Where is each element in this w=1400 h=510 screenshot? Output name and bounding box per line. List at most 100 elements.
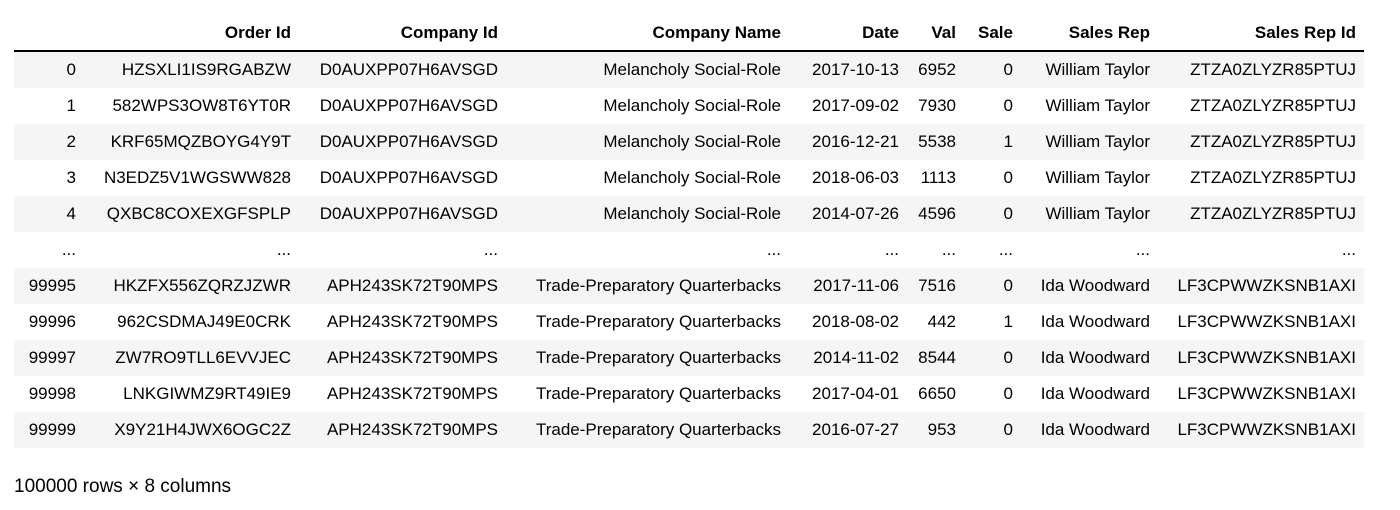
cell-val: 953 xyxy=(907,412,964,448)
cell-date: 2016-12-21 xyxy=(789,124,907,160)
row-index: 99995 xyxy=(14,268,84,304)
row-index: 99999 xyxy=(14,412,84,448)
cell-sale: 0 xyxy=(964,268,1021,304)
table-row: 99996 962CSDMAJ49E0CRK APH243SK72T90MPS Tra… xyxy=(14,304,1364,340)
cell-sale: 1 xyxy=(964,124,1021,160)
cell-date: 2018-08-02 xyxy=(812,312,899,331)
cell-company-id: D0AUXPP07H6AVSGD xyxy=(319,168,498,187)
cell-val: 7516 xyxy=(907,268,964,304)
cell-company-id: APH243SK72T90MPS xyxy=(299,412,506,448)
cell-company-id: D0AUXPP07H6AVSGD xyxy=(319,96,498,115)
header-row: Order Id Company Id Company Name Date Va… xyxy=(14,16,1364,52)
cell-order-id: LNKGIWMZ9RT49IE9 xyxy=(123,384,291,403)
cell-val: 1113 xyxy=(920,168,956,187)
cell-sales-rep: William Taylor xyxy=(1021,51,1158,88)
cell-company-id: D0AUXPP07H6AVSGD xyxy=(299,51,506,88)
cell-sales-rep: Ida Woodward xyxy=(1021,412,1158,448)
column-header-sales-rep: Sales Rep xyxy=(1021,16,1158,52)
column-header-sales-rep-id: Sales Rep Id xyxy=(1158,16,1364,52)
cell-company-name: Melancholy Social-Role xyxy=(603,168,781,187)
cell-sale: 0 xyxy=(1003,168,1013,187)
cell-date: 2017-04-01 xyxy=(812,384,899,403)
cell-val: ... xyxy=(941,240,956,259)
row-index: 99998 xyxy=(28,384,76,403)
cell-sale: 0 xyxy=(964,340,1021,376)
cell-date: 2018-06-03 xyxy=(812,168,899,187)
cell-sales-rep-id: LF3CPWWZKSNB1AXI xyxy=(1158,412,1364,448)
column-header-company-name: Company Name xyxy=(506,16,789,52)
cell-val: 6650 xyxy=(918,384,956,403)
row-index: ... xyxy=(61,240,76,259)
cell-sales-rep-id: LF3CPWWZKSNB1AXI xyxy=(1158,268,1364,304)
cell-order-id: 962CSDMAJ49E0CRK xyxy=(117,312,291,331)
table-row: 99999 X9Y21H4JWX6OGC2Z APH243SK72T90MPS Tra… xyxy=(14,412,1364,448)
table-row: 99995 HKZFX556ZQRZJZWR APH243SK72T90MPS Tra… xyxy=(14,268,1364,304)
cell-sale: ... xyxy=(998,240,1013,259)
cell-sales-rep-id: ZTZA0ZLYZR85PTUJ xyxy=(1158,51,1364,88)
cell-order-id: QXBC8COXEXGFSPLP xyxy=(84,196,299,232)
dataframe-shape-label: 100000 rows × 8 columns xyxy=(14,476,232,497)
cell-order-id: ... xyxy=(276,240,291,259)
cell-company-name: Melancholy Social-Role xyxy=(506,196,789,232)
cell-sales-rep: William Taylor xyxy=(1021,124,1158,160)
cell-sale: 0 xyxy=(1003,384,1013,403)
cell-sales-rep-id: ZTZA0ZLYZR85PTUJ xyxy=(1190,96,1356,115)
cell-val: 7930 xyxy=(918,96,956,115)
cell-date: 2017-10-13 xyxy=(789,51,907,88)
cell-sales-rep: ... xyxy=(1135,240,1150,259)
cell-company-name: Trade-Preparatory Quarterbacks xyxy=(506,340,789,376)
cell-company-name: Trade-Preparatory Quarterbacks xyxy=(506,268,789,304)
cell-order-id: X9Y21H4JWX6OGC2Z xyxy=(84,412,299,448)
cell-sale: 0 xyxy=(964,196,1021,232)
cell-order-id: N3EDZ5V1WGSWW828 xyxy=(103,168,291,187)
cell-val: 8544 xyxy=(907,340,964,376)
cell-company-id: APH243SK72T90MPS xyxy=(326,312,498,331)
table-row: 2 KRF65MQZBOYG4Y9T D0AUXPP07H6AVSGD Melanch… xyxy=(14,124,1364,160)
row-index: 0 xyxy=(14,51,84,88)
cell-sales-rep-id: LF3CPWWZKSNB1AXI xyxy=(1158,340,1364,376)
row-index: 1 xyxy=(66,96,76,115)
dataframe-table: Order Id Company Id Company Name Date Va… xyxy=(14,16,1364,448)
cell-sales-rep: Ida Woodward xyxy=(1021,268,1158,304)
ellipsis-row: ........................... xyxy=(14,232,1364,268)
index-header xyxy=(14,16,84,52)
cell-order-id: KRF65MQZBOYG4Y9T xyxy=(84,124,299,160)
cell-company-id: ... xyxy=(483,240,498,259)
cell-company-id: D0AUXPP07H6AVSGD xyxy=(299,196,506,232)
cell-sales-rep-id: LF3CPWWZKSNB1AXI xyxy=(1177,312,1356,331)
table-row: 0 HZSXLI1IS9RGABZW D0AUXPP07H6AVSGD Melanch… xyxy=(14,51,1364,88)
table-row: 99997 ZW7RO9TLL6EVVJEC APH243SK72T90MPS Tra… xyxy=(14,340,1364,376)
cell-date: ... xyxy=(884,240,899,259)
row-index: 3 xyxy=(66,168,76,187)
cell-sales-rep-id: ZTZA0ZLYZR85PTUJ xyxy=(1158,124,1364,160)
column-header-order-id: Order Id xyxy=(84,16,299,52)
cell-sale: 0 xyxy=(964,51,1021,88)
cell-company-name: ... xyxy=(766,240,781,259)
cell-company-name: Melancholy Social-Role xyxy=(603,96,781,115)
cell-order-id: HZSXLI1IS9RGABZW xyxy=(84,51,299,88)
column-header-company-id: Company Id xyxy=(299,16,506,52)
cell-sales-rep: William Taylor xyxy=(1045,168,1150,187)
column-header-sale: Sale xyxy=(964,16,1021,52)
cell-date: 2014-07-26 xyxy=(789,196,907,232)
cell-company-name: Trade-Preparatory Quarterbacks xyxy=(506,412,789,448)
table-row: 3 N3EDZ5V1WGSWW828 D0AUXPP07H6AVSGD Melanch… xyxy=(14,160,1364,196)
cell-sales-rep-id: ... xyxy=(1341,240,1356,259)
cell-sales-rep: Ida Woodward xyxy=(1040,312,1150,331)
table-row: 99998 LNKGIWMZ9RT49IE9 APH243SK72T90MPS Tra… xyxy=(14,376,1364,412)
row-index: 99997 xyxy=(14,340,84,376)
cell-sales-rep-id: LF3CPWWZKSNB1AXI xyxy=(1177,384,1356,403)
cell-company-name: Trade-Preparatory Quarterbacks xyxy=(535,312,781,331)
table-row: 1 582WPS3OW8T6YT0R D0AUXPP07H6AVSGD Melanch… xyxy=(14,88,1364,124)
cell-sales-rep-id: ZTZA0ZLYZR85PTUJ xyxy=(1158,196,1364,232)
column-header-val: Val xyxy=(907,16,964,52)
cell-val: 6952 xyxy=(907,51,964,88)
cell-sale: 1 xyxy=(1003,312,1013,331)
cell-sale: 0 xyxy=(964,412,1021,448)
row-index: 2 xyxy=(14,124,84,160)
dataframe-output: Order Id Company Id Company Name Date Va… xyxy=(14,16,1364,448)
cell-order-id: HKZFX556ZQRZJZWR xyxy=(84,268,299,304)
table-row: 4 QXBC8COXEXGFSPLP D0AUXPP07H6AVSGD Melanch… xyxy=(14,196,1364,232)
cell-sales-rep: Ida Woodward xyxy=(1021,340,1158,376)
cell-company-name: Melancholy Social-Role xyxy=(506,51,789,88)
